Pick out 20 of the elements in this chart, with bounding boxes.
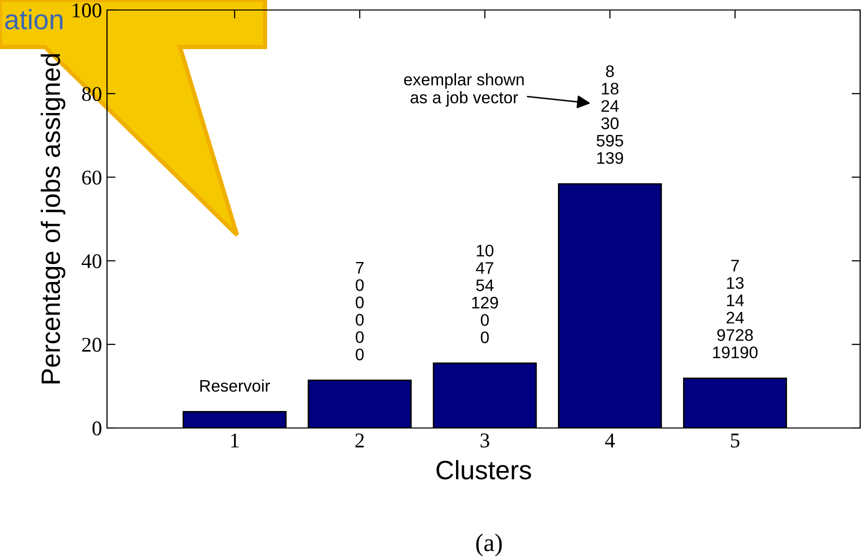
y-tick-label: 100 [72,3,102,18]
y-tick-label: 60 [82,170,102,185]
annotation: 7 13 14 24 9728 19190 [713,260,758,358]
annotation: exemplar shown as a job vector [404,73,524,107]
annotation: 10 47 54 129 0 0 [472,244,498,344]
annotation: 7 0 0 0 0 0 [356,262,364,360]
x-tick-label: 5 [731,434,740,448]
y-axis-title: Percentage of jobs assigned [40,54,66,384]
text: ation [5,9,62,30]
x-tick-label: 3 [480,434,490,448]
text: (a) [476,534,502,556]
annotation: Reservoir [200,379,270,392]
x-tick-label: 1 [231,434,239,448]
y-tick-label: 40 [82,254,102,268]
y-tick-label: 20 [82,338,102,352]
annotation: 8 18 24 30 595 139 [596,65,624,164]
x-tick-label: 4 [605,434,615,448]
x-axis-title: Clusters [436,460,532,480]
x-tick-label: 2 [355,434,364,448]
y-tick-label: 0 [92,421,102,436]
